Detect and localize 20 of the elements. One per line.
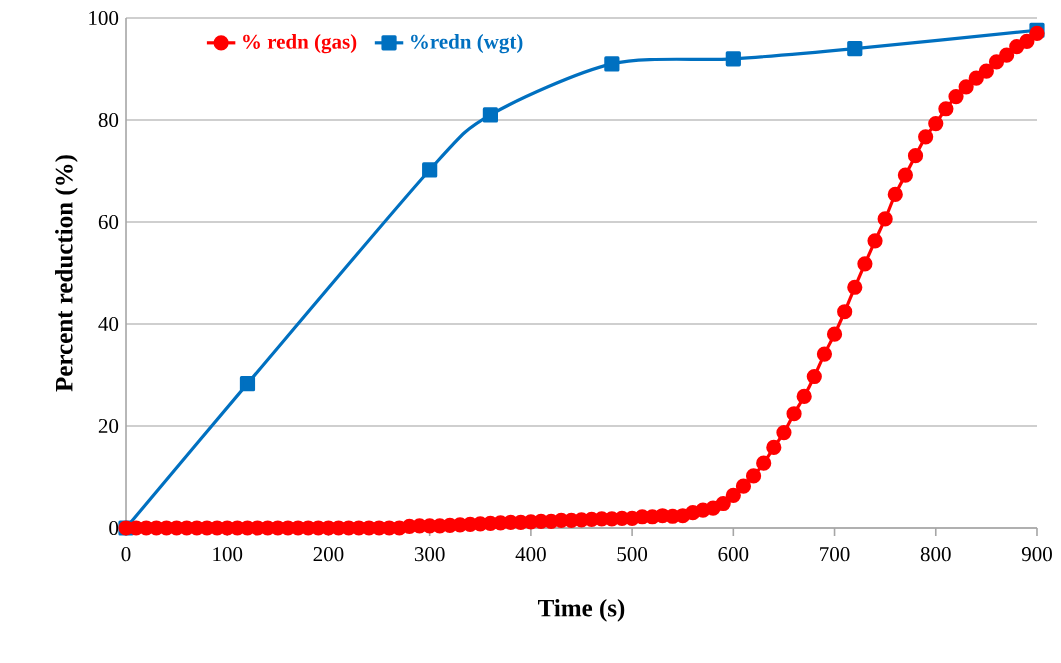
y-tick-label: 80	[98, 112, 119, 128]
y-tick-label: 20	[98, 418, 119, 434]
x-tick-label: 300	[414, 547, 445, 562]
y-tick-label: 60	[98, 214, 119, 230]
x-tick-label: 900	[1021, 547, 1052, 562]
y-tick-label: 40	[98, 316, 119, 332]
legend-label: % redn (gas)	[243, 34, 357, 54]
x-tick-label: 0	[121, 547, 131, 562]
legend-label: %redn (wgt)	[411, 34, 523, 54]
x-tick-label: 700	[820, 547, 850, 562]
x-tick-label: 400	[515, 547, 546, 562]
x-tick-label: 500	[617, 547, 648, 562]
y-tick-label: 0	[109, 520, 119, 536]
x-tick-label: 800	[920, 547, 951, 562]
x-tick-label: 200	[313, 547, 344, 562]
x-axis-title: Time (s)	[538, 598, 625, 622]
y-tick-label: 100	[89, 10, 119, 26]
x-tick-label: 100	[213, 547, 243, 562]
x-tick-label: 600	[718, 547, 749, 562]
y-axis-title: Percent reduction (%)	[55, 155, 78, 392]
